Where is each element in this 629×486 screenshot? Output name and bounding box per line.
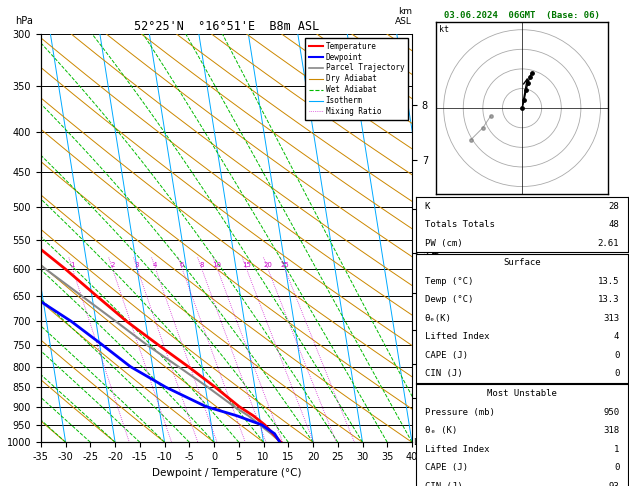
Text: 28: 28 <box>608 202 620 210</box>
Text: Temp (°C): Temp (°C) <box>425 277 473 286</box>
Point <box>527 69 537 77</box>
Text: CIN (J): CIN (J) <box>425 369 462 378</box>
Text: LCL: LCL <box>413 438 430 447</box>
Text: CAPE (J): CAPE (J) <box>425 463 468 472</box>
Point <box>519 96 529 104</box>
Point <box>486 112 496 120</box>
Point <box>517 104 527 112</box>
Point <box>523 79 533 87</box>
Text: θₑ(K): θₑ(K) <box>425 314 452 323</box>
Text: Lifted Index: Lifted Index <box>425 332 489 341</box>
Point <box>478 124 488 132</box>
Point <box>521 87 531 94</box>
Text: 8: 8 <box>199 262 204 268</box>
Text: 4: 4 <box>614 332 620 341</box>
Text: 15: 15 <box>242 262 250 268</box>
Legend: Temperature, Dewpoint, Parcel Trajectory, Dry Adiabat, Wet Adiabat, Isotherm, Mi: Temperature, Dewpoint, Parcel Trajectory… <box>305 38 408 120</box>
Text: Surface: Surface <box>503 259 541 267</box>
Point <box>525 73 535 81</box>
Text: 3: 3 <box>135 262 139 268</box>
Text: kt: kt <box>439 25 449 35</box>
Text: Lifted Index: Lifted Index <box>425 445 489 453</box>
Text: 0: 0 <box>614 369 620 378</box>
Title: 52°25'N  °16°51'E  B8m ASL: 52°25'N °16°51'E B8m ASL <box>134 20 319 33</box>
Text: 93: 93 <box>608 482 620 486</box>
Text: Totals Totals: Totals Totals <box>425 220 495 229</box>
Text: 4: 4 <box>153 262 157 268</box>
X-axis label: Dewpoint / Temperature (°C): Dewpoint / Temperature (°C) <box>152 468 301 478</box>
Text: 03.06.2024  06GMT  (Base: 06): 03.06.2024 06GMT (Base: 06) <box>444 11 600 20</box>
Text: 2.61: 2.61 <box>598 239 620 247</box>
Text: 313: 313 <box>603 314 620 323</box>
Text: 318: 318 <box>603 426 620 435</box>
Text: Most Unstable: Most Unstable <box>487 389 557 398</box>
Text: 1: 1 <box>614 445 620 453</box>
Text: K: K <box>425 202 430 210</box>
Text: θₑ (K): θₑ (K) <box>425 426 457 435</box>
Text: 0: 0 <box>614 351 620 360</box>
Text: 950: 950 <box>603 408 620 417</box>
Text: 6: 6 <box>180 262 184 268</box>
Text: 0: 0 <box>614 463 620 472</box>
Text: Pressure (mb): Pressure (mb) <box>425 408 495 417</box>
Text: Dewp (°C): Dewp (°C) <box>425 295 473 304</box>
Text: 48: 48 <box>608 220 620 229</box>
Text: CAPE (J): CAPE (J) <box>425 351 468 360</box>
Text: 25: 25 <box>280 262 289 268</box>
Text: 20: 20 <box>263 262 272 268</box>
Point <box>466 136 476 143</box>
Text: PW (cm): PW (cm) <box>425 239 462 247</box>
Text: 2: 2 <box>110 262 114 268</box>
Text: CIN (J): CIN (J) <box>425 482 462 486</box>
Text: 13.5: 13.5 <box>598 277 620 286</box>
Text: 1: 1 <box>70 262 74 268</box>
Y-axis label: Mixing Ratio (g/kg): Mixing Ratio (g/kg) <box>431 195 440 281</box>
Text: hPa: hPa <box>15 16 33 26</box>
Text: 10: 10 <box>213 262 221 268</box>
Text: km
ASL: km ASL <box>395 7 412 26</box>
Text: 13.3: 13.3 <box>598 295 620 304</box>
